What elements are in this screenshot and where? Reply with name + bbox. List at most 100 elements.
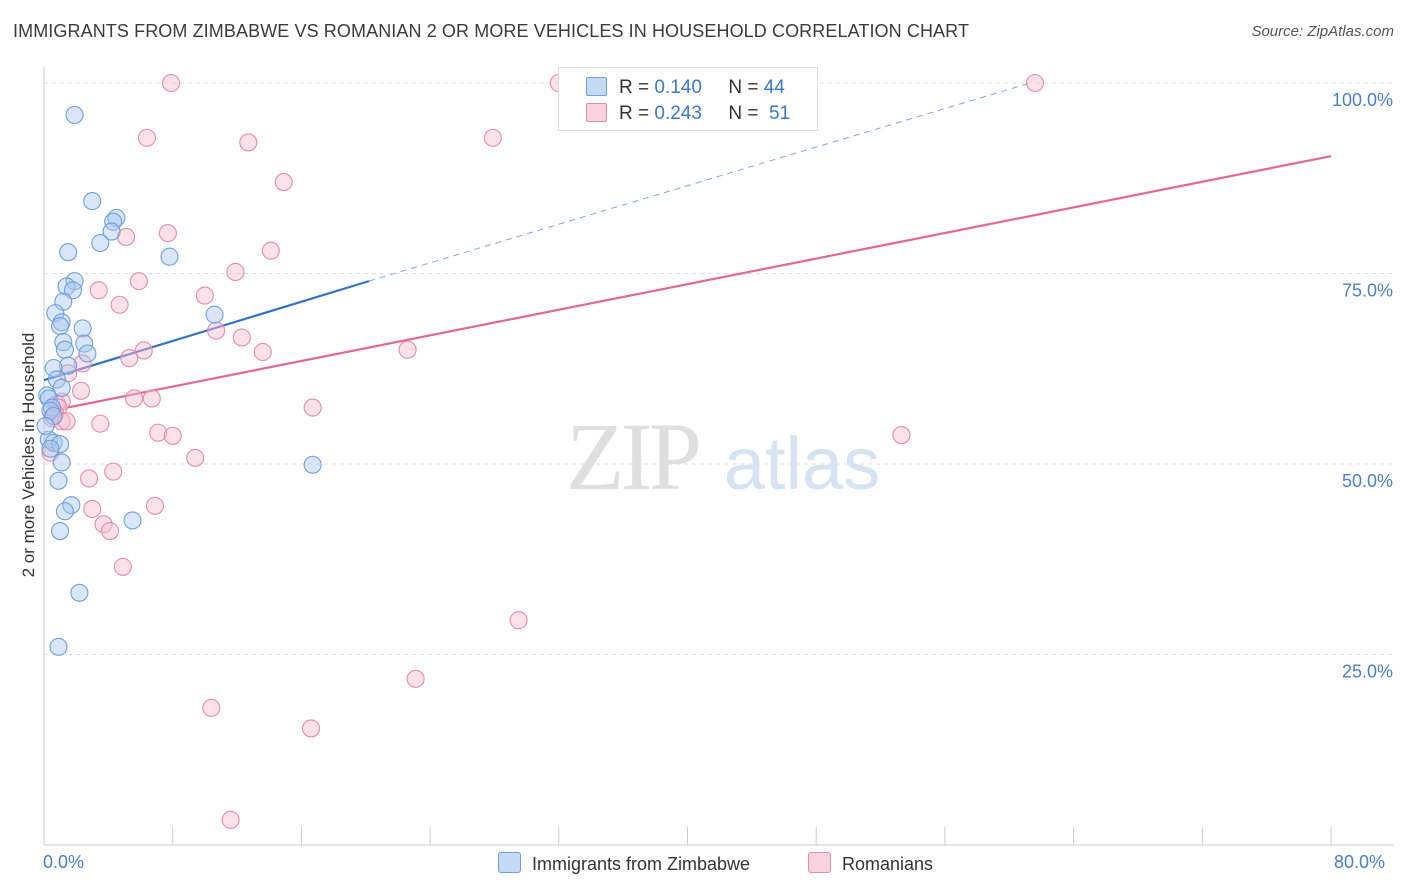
point-zimbabwe [49, 471, 68, 490]
legend-r-value: 0.140 [654, 77, 702, 98]
point-romanians [91, 414, 110, 433]
correlation-legend: R = 0.140 N = 44 R = 0.243 N = 51 [558, 67, 818, 131]
point-zimbabwe [102, 222, 121, 241]
point-romanians [202, 698, 221, 717]
point-romanians [406, 669, 425, 688]
point-zimbabwe [51, 435, 70, 454]
point-romanians [110, 295, 129, 314]
point-zimbabwe [59, 243, 78, 262]
point-romanians [303, 398, 322, 417]
trendline-romanians [43, 155, 1332, 414]
point-zimbabwe [54, 333, 73, 352]
point-zimbabwe [91, 233, 110, 253]
legend-n-value: 51 [769, 103, 791, 124]
point-romanians [232, 328, 251, 347]
trendline-zimbabwe [43, 280, 370, 382]
point-zimbabwe [41, 439, 60, 458]
point-romanians [79, 469, 99, 488]
point-zimbabwe [160, 247, 179, 266]
point-romanians [302, 719, 321, 738]
point-romanians [145, 496, 165, 515]
point-romanians [113, 557, 132, 576]
point-zimbabwe [83, 192, 102, 211]
point-romanians [94, 515, 113, 534]
point-zimbabwe [70, 583, 89, 602]
point-zimbabwe [55, 502, 74, 521]
point-zimbabwe [123, 511, 142, 530]
point-zimbabwe [78, 344, 97, 363]
point-zimbabwe [44, 358, 63, 378]
point-zimbabwe [47, 370, 66, 389]
point-zimbabwe [59, 356, 78, 375]
point-romanians [221, 810, 240, 829]
bottom-legend-label: Romanians [842, 854, 934, 874]
legend-n-label: N = [728, 77, 759, 98]
point-romanians [71, 381, 91, 400]
point-romanians [207, 321, 226, 340]
legend-n-value: 44 [763, 77, 785, 98]
point-romanians [239, 133, 258, 152]
legend-n-label: N = [728, 103, 759, 124]
point-zimbabwe [73, 319, 92, 338]
point-zimbabwe [303, 455, 322, 474]
point-romanians [483, 128, 502, 147]
point-romanians [129, 272, 148, 291]
point-romanians [195, 286, 214, 305]
point-romanians [89, 281, 108, 300]
watermark-zip: ZIP [566, 403, 699, 510]
watermark: ZIP atlas [566, 403, 880, 510]
point-romanians [120, 349, 139, 368]
watermark-atlas: atlas [724, 422, 880, 505]
chart-title: IMMIGRANTS FROM ZIMBABWE VS ROMANIAN 2 O… [13, 21, 970, 41]
y-tick-label: 75.0% [1342, 281, 1393, 301]
point-zimbabwe [205, 305, 224, 324]
bottom-legend-swatch-blue [498, 852, 521, 873]
x-tick-label-min: 0.0% [43, 852, 85, 872]
y-tick-label: 100.0% [1332, 90, 1393, 110]
point-romanians [892, 425, 911, 445]
source-label: Source: ZipAtlas.com [1251, 23, 1394, 40]
point-zimbabwe [39, 430, 58, 449]
point-romanians [73, 354, 92, 373]
y-tick-label: 25.0% [1342, 662, 1393, 682]
point-romanians [137, 128, 157, 147]
legend-r-value: 0.243 [654, 103, 702, 124]
point-zimbabwe [51, 522, 70, 541]
point-zimbabwe [65, 105, 84, 125]
point-romanians [261, 241, 280, 260]
point-romanians [149, 423, 168, 442]
trendline-zimbabwe-extension [368, 82, 1031, 282]
legend-r-label: R = [619, 77, 650, 98]
point-zimbabwe [49, 637, 68, 656]
point-zimbabwe [55, 340, 74, 359]
legend-swatch-blue [586, 77, 607, 96]
bottom-legend-label: Immigrants from Zimbabwe [532, 854, 751, 874]
point-romanians [134, 341, 153, 360]
point-romanians [158, 224, 177, 243]
legend-swatch-pink [586, 103, 607, 122]
bottom-legend-romanians: Romanians [808, 852, 933, 875]
point-romanians [1025, 73, 1045, 93]
point-zimbabwe [52, 453, 71, 472]
point-zimbabwe [52, 378, 71, 397]
point-romanians [163, 426, 182, 445]
legend-r-label: R = [619, 103, 650, 124]
point-romanians [186, 448, 205, 467]
point-romanians [83, 499, 102, 519]
point-romanians [100, 522, 120, 541]
point-romanians [398, 340, 417, 359]
point-zimbabwe [36, 416, 55, 435]
point-zimbabwe [51, 317, 70, 336]
point-romanians [104, 462, 123, 481]
point-romanians [142, 389, 161, 408]
point-zimbabwe [75, 334, 94, 353]
x-tick-label-max: 80.0% [1334, 852, 1386, 872]
point-romanians [509, 611, 528, 630]
point-romanians [274, 173, 293, 192]
bottom-legend-swatch-pink [808, 852, 831, 873]
point-romanians [253, 342, 272, 362]
point-romanians [125, 389, 144, 408]
point-romanians [162, 73, 181, 93]
y-tick-label: 50.0% [1342, 471, 1393, 491]
